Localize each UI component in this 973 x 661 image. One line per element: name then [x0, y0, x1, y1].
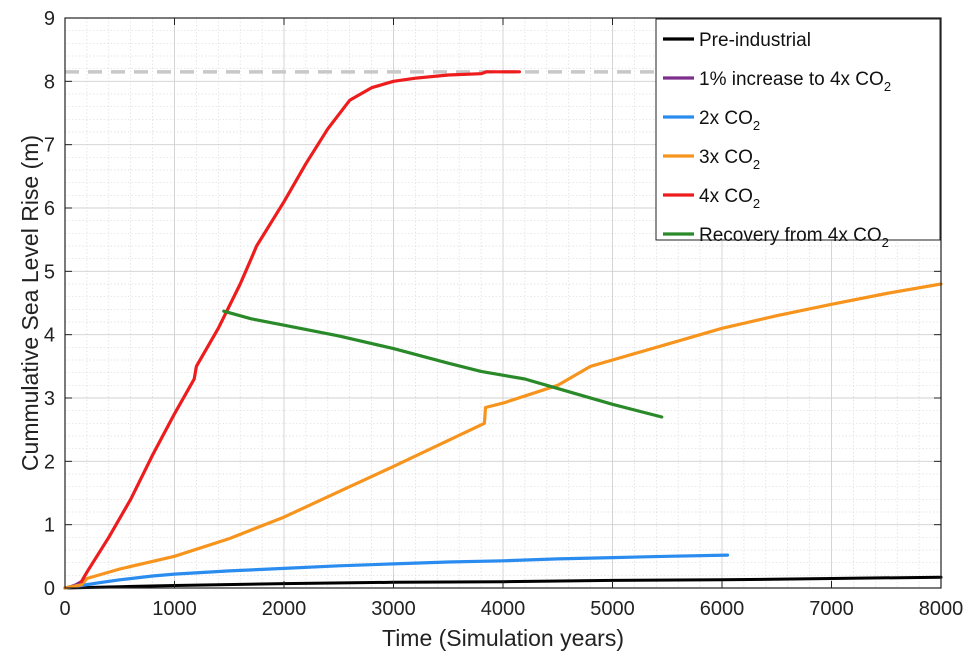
legend-entry-label: 2x CO — [699, 108, 753, 129]
x-tick-label: 5000 — [590, 598, 635, 620]
legend-entry-subscript: 2 — [753, 157, 760, 172]
y-tick-label: 4 — [44, 325, 55, 347]
x-tick-label: 3000 — [371, 598, 416, 620]
y-tick-label: 7 — [44, 135, 55, 157]
legend-entry-subscript: 2 — [884, 79, 891, 94]
x-tick-label: 1000 — [152, 598, 197, 620]
y-tick-label: 0 — [44, 578, 55, 600]
y-axis-label: Cummulative Sea Level Rise (m) — [17, 135, 43, 471]
series-line-3 — [63, 282, 943, 590]
y-tick-label: 8 — [44, 71, 55, 93]
y-tick-label: 5 — [44, 261, 55, 283]
legend-entry-label: Pre-industrial — [699, 30, 811, 51]
legend-entry: 3x CO2 — [699, 147, 760, 172]
x-axis-ticks: 0 1000 2000 3000 4000 5000 6000 7000 8000 — [59, 18, 963, 620]
legend-entry: Recovery from 4x CO2 — [699, 225, 889, 250]
series-line-0 — [63, 575, 943, 590]
x-tick-label: 2000 — [262, 598, 307, 620]
series-lines — [63, 70, 943, 590]
series-line-4 — [79, 70, 522, 584]
x-tick-label: 4000 — [481, 598, 526, 620]
legend-entry-subscript: 2 — [882, 235, 889, 250]
legend-entry-subscript: 2 — [753, 118, 760, 133]
legend-entry-subscript: 2 — [753, 196, 760, 211]
series-line-2 — [63, 553, 730, 590]
legend-entry-label: Recovery from 4x CO — [699, 225, 882, 246]
y-tick-label: 3 — [44, 388, 55, 410]
legend-entry-label: 4x CO — [699, 186, 753, 207]
series-line-5 — [222, 309, 664, 419]
x-tick-label: 0 — [59, 598, 70, 620]
x-tick-label: 7000 — [809, 598, 854, 620]
y-tick-label: 6 — [44, 198, 55, 220]
x-tick-label: 8000 — [919, 598, 964, 620]
x-tick-label: 6000 — [700, 598, 745, 620]
legend-entry: 4x CO2 — [699, 186, 760, 211]
y-tick-label: 2 — [44, 451, 55, 473]
legend-box — [655, 18, 941, 241]
y-tick-label: 1 — [44, 515, 55, 537]
legend-entry-label: 3x CO — [699, 147, 753, 168]
y-tick-label: 9 — [44, 8, 55, 30]
legend-entry: 2x CO2 — [699, 108, 760, 133]
legend-entry: 1% increase to 4x CO2 — [699, 69, 891, 94]
y-axis-ticks: 0 1 2 3 4 5 6 7 8 9 — [44, 8, 941, 600]
x-axis-label: Time (Simulation years) — [382, 625, 624, 651]
legend-entry-label: 1% increase to 4x CO — [699, 69, 884, 90]
legend-entry: Pre-industrial — [699, 30, 811, 51]
